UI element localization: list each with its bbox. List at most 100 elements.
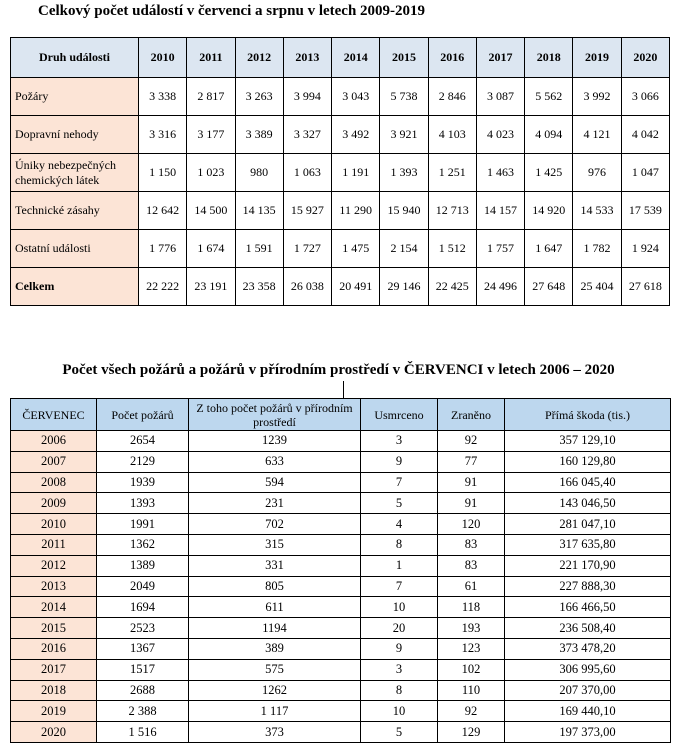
table-cell: 1 063 bbox=[282, 153, 333, 192]
table-row: 2017 1517 575 3 102 306 995,60 bbox=[10, 658, 671, 681]
table-cell: 193 bbox=[437, 617, 505, 639]
row-label: Ostatní události bbox=[10, 229, 139, 268]
table-cell: 5 738 bbox=[379, 77, 429, 116]
table-cell: 4 103 bbox=[427, 115, 477, 154]
table-cell: 315 bbox=[188, 533, 361, 556]
table-cell: 575 bbox=[188, 658, 361, 681]
table1-title: Celkový počet událostí v červenci a srpn… bbox=[38, 3, 426, 19]
header-row: ČERVENEC Počet požárů Z toho počet požárů … bbox=[10, 398, 671, 431]
table-row: 2014 1694 611 10 118 166 466,50 bbox=[10, 596, 671, 619]
table-cell: 92 bbox=[437, 430, 505, 452]
table-cell: 2523 bbox=[96, 617, 189, 639]
table-cell: 1 516 bbox=[96, 721, 189, 743]
table-cell: 1 475 bbox=[331, 229, 381, 268]
table-cell: 980 bbox=[234, 153, 284, 192]
table-cell: 3 316 bbox=[137, 115, 188, 154]
table-cell: 373 478,20 bbox=[504, 637, 671, 660]
table-cell: 1 674 bbox=[186, 229, 236, 268]
row-label: 2014 bbox=[10, 596, 97, 619]
column-header: 2018 bbox=[524, 37, 574, 78]
table-cell: 4 094 bbox=[524, 115, 574, 154]
table-cell: 110 bbox=[437, 679, 505, 702]
table-cell: 221 170,90 bbox=[504, 554, 671, 577]
table-cell: 1991 bbox=[96, 513, 189, 535]
table-cell: 3 994 bbox=[282, 77, 333, 116]
table-cell: 2 154 bbox=[379, 229, 429, 268]
table-row: 2018 2688 1262 8 110 207 370,00 bbox=[10, 679, 671, 702]
table-cell: 26 038 bbox=[282, 267, 333, 306]
table-cell: 169 440,10 bbox=[504, 700, 671, 723]
column-header: 2010 bbox=[137, 37, 188, 78]
table-cell: 3 177 bbox=[186, 115, 236, 154]
table-cell: 1694 bbox=[96, 596, 189, 619]
column-header: 2015 bbox=[379, 37, 429, 78]
table-cell: 4 bbox=[360, 513, 438, 535]
table-cell: 1 393 bbox=[379, 153, 429, 192]
column-header: Z toho počet požárů v přírodním prostřed… bbox=[188, 398, 361, 431]
column-header: Druh události bbox=[10, 37, 139, 78]
table-row: 2012 1389 331 1 83 221 170,90 bbox=[10, 554, 671, 577]
table-cell: 5 562 bbox=[524, 77, 574, 116]
table-row: 2006 2654 1239 3 92 357 129,10 bbox=[10, 430, 671, 452]
table-row: 2015 2523 1194 20 193 236 508,40 bbox=[10, 617, 671, 639]
table-cell: 29 146 bbox=[379, 267, 429, 306]
table-cell: 1 512 bbox=[427, 229, 477, 268]
table-cell: 2 817 bbox=[186, 77, 236, 116]
table-cell: 3 087 bbox=[475, 77, 526, 116]
table-cell: 14 920 bbox=[524, 191, 574, 230]
table-cell: 118 bbox=[437, 596, 505, 619]
events-table: Druh události 2010 2011 2012 2013 2014 2015 201… bbox=[10, 37, 671, 306]
table-cell: 3 492 bbox=[331, 115, 381, 154]
table-cell: 14 500 bbox=[186, 191, 236, 230]
table-cell: 22 222 bbox=[137, 267, 188, 306]
table-cell: 1 251 bbox=[427, 153, 477, 192]
table-cell: 1389 bbox=[96, 554, 189, 577]
table-row: 2008 1939 594 7 91 166 045,40 bbox=[10, 471, 671, 494]
row-label: 2017 bbox=[10, 658, 97, 681]
table-cell: 3 338 bbox=[137, 77, 188, 116]
table-cell: 702 bbox=[188, 513, 361, 535]
row-label: Dopravní nehody bbox=[10, 115, 139, 154]
table-cell: 1367 bbox=[96, 637, 189, 660]
table-cell: 3 327 bbox=[282, 115, 333, 154]
table-cell: 3 043 bbox=[331, 77, 381, 116]
table-row: 2007 2129 633 9 77 160 129,80 bbox=[10, 450, 671, 473]
table-cell: 27 648 bbox=[524, 267, 574, 306]
table-cell: 1 023 bbox=[186, 153, 236, 192]
table-cell: 25 404 bbox=[572, 267, 622, 306]
table-row: Technické zásahy 12 642 14 500 14 135 15 927… bbox=[10, 191, 671, 230]
table-cell: 15 940 bbox=[379, 191, 429, 230]
table-cell: 976 bbox=[572, 153, 622, 192]
table-cell: 197 373,00 bbox=[504, 721, 671, 743]
table-cell: 207 370,00 bbox=[504, 679, 671, 702]
table-cell: 594 bbox=[188, 471, 361, 494]
table-row: Dopravní nehody 3 316 3 177 3 389 3 327 3 492… bbox=[10, 115, 671, 154]
row-label: 2007 bbox=[10, 450, 97, 473]
table-cell: 23 358 bbox=[234, 267, 284, 306]
table-row: 2009 1393 231 5 91 143 046,50 bbox=[10, 492, 671, 515]
row-label: 2010 bbox=[10, 513, 97, 535]
table-cell: 1262 bbox=[188, 679, 361, 702]
table-cell: 129 bbox=[437, 721, 505, 743]
row-label: 2009 bbox=[10, 492, 97, 515]
table-cell: 1239 bbox=[188, 430, 361, 452]
row-label: Celkem bbox=[10, 267, 139, 306]
table-cell: 27 618 bbox=[620, 267, 671, 306]
table-cell: 12 713 bbox=[427, 191, 477, 230]
table-cell: 3 389 bbox=[234, 115, 284, 154]
column-header: 2019 bbox=[572, 37, 622, 78]
column-header: 2017 bbox=[475, 37, 526, 78]
table-cell: 4 042 bbox=[620, 115, 671, 154]
table-cell: 14 157 bbox=[475, 191, 526, 230]
table-cell: 102 bbox=[437, 658, 505, 681]
table-cell: 4 023 bbox=[475, 115, 526, 154]
table-cell: 633 bbox=[188, 450, 361, 473]
column-header: 2016 bbox=[427, 37, 477, 78]
header-row: Druh události 2010 2011 2012 2013 2014 2015 201… bbox=[10, 37, 671, 78]
table-cell: 4 121 bbox=[572, 115, 622, 154]
table-cell: 281 047,10 bbox=[504, 513, 671, 535]
column-header: Usmrceno bbox=[360, 398, 438, 431]
table-cell: 2 388 bbox=[96, 700, 189, 723]
table-cell: 2688 bbox=[96, 679, 189, 702]
column-header: Počet požárů bbox=[96, 398, 189, 431]
